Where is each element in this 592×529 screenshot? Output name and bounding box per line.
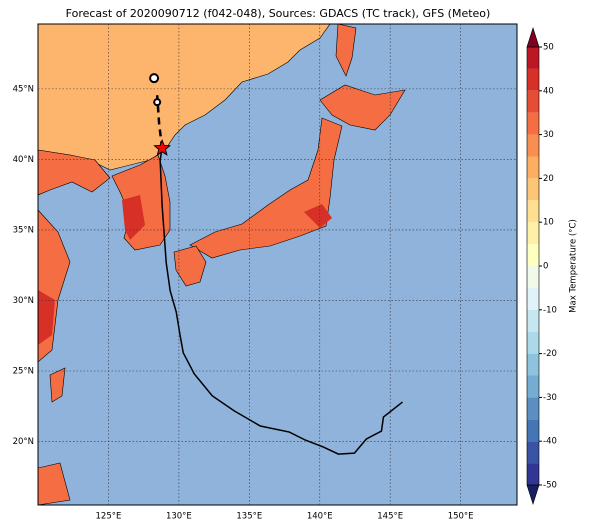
colorbar-segment <box>527 90 539 113</box>
x-tick-label: 140°E <box>307 512 333 522</box>
colorbar-segment <box>527 156 539 179</box>
forecast-track <box>155 95 164 149</box>
current-position <box>153 138 172 156</box>
colorbar-tick-label: -40 <box>543 437 557 447</box>
colorbar-segment <box>527 375 539 398</box>
colorbar-segment <box>527 178 539 201</box>
colorbar-label: Max Temperature (°C) <box>569 219 579 313</box>
china-south-hot <box>38 290 55 345</box>
colorbar-segment <box>527 47 539 69</box>
colorbar-over <box>526 27 540 48</box>
colorbar-segment <box>527 397 539 420</box>
colorbar-segment <box>527 68 539 91</box>
forecast-point <box>153 98 162 107</box>
x-tick-label: 135°E <box>236 512 262 522</box>
x-tick-label: 150°E <box>448 512 474 522</box>
colorbar-segment <box>527 463 539 485</box>
korea-hot <box>122 195 145 240</box>
x-tick-label: 145°E <box>377 512 403 522</box>
y-tick-label: 35°N <box>13 225 34 235</box>
colorbar-tick-label: -20 <box>543 349 557 359</box>
mainland-coast <box>38 149 111 196</box>
colorbar-segment <box>527 266 539 288</box>
colorbar-tick-label: 50 <box>543 43 554 53</box>
colorbar-segment <box>527 441 539 464</box>
map-frame <box>37 23 518 506</box>
chart-title: Forecast of 2020090712 (f042-048), Sourc… <box>66 7 491 20</box>
sakhalin <box>335 24 357 77</box>
kyushu-shikoku <box>173 245 207 287</box>
colorbar-tick-label: 30 <box>543 130 554 140</box>
colorbar-tick-label: 20 <box>543 174 554 184</box>
colorbar-tick-label: 0 <box>543 262 548 272</box>
forecast-point <box>149 73 160 84</box>
colorbar-segment <box>527 134 539 157</box>
honshu <box>189 117 343 259</box>
land <box>38 24 406 505</box>
colorbar-segment <box>527 353 539 376</box>
colorbar-under <box>526 484 540 505</box>
colorbar-segment <box>527 200 539 223</box>
colorbar-segment <box>527 331 539 354</box>
y-tick-label: 40°N <box>13 155 34 165</box>
colorbar-tick-label: -10 <box>543 305 557 315</box>
taiwan <box>49 367 66 403</box>
colorbar-tick-label: -30 <box>543 393 557 403</box>
colorbar-tick-label: 10 <box>543 218 554 228</box>
colorbar-segment <box>527 419 539 442</box>
track-line <box>159 148 403 455</box>
colorbar-segment <box>527 309 539 332</box>
x-tick-label: 130°E <box>166 512 192 522</box>
y-tick-label: 25°N <box>13 366 34 376</box>
y-tick-label: 30°N <box>13 296 34 306</box>
colorbar-segment <box>527 287 539 310</box>
colorbar-tick-label: -50 <box>543 481 557 491</box>
colorbar-segment <box>527 244 539 266</box>
x-tick-label: 125°E <box>96 512 122 522</box>
y-tick-label: 20°N <box>13 437 34 447</box>
y-tick-label: 45°N <box>13 84 34 94</box>
kanto-hot <box>304 204 332 228</box>
hainan-area <box>38 462 71 505</box>
colorbar-segment <box>527 112 539 135</box>
colorbar-tick-label: 40 <box>543 86 554 96</box>
colorbar-segment <box>527 222 539 245</box>
